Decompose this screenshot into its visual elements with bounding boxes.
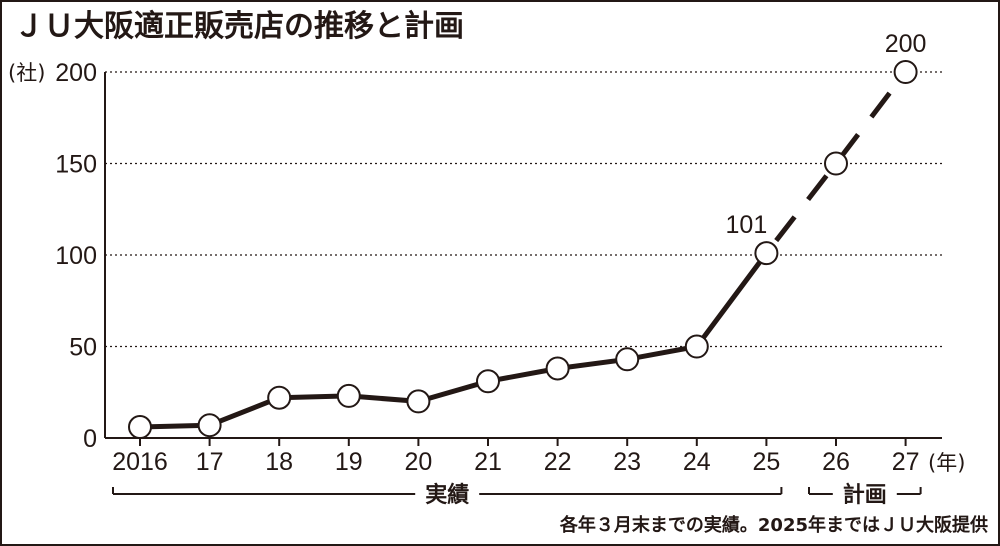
data-point [545,356,570,381]
y-tick-label: 150 [55,151,97,179]
chart-title: ＪＵ大阪適正販売店の推移と計画 [14,9,464,44]
x-tick-label: 17 [196,448,224,476]
data-label: 200 [885,30,927,58]
data-point [824,151,848,176]
actual-line [139,251,769,430]
x-tick-label: 19 [335,448,363,476]
x-tick-label: 20 [404,448,432,476]
data-point [684,334,709,359]
x-tick-label: 2016 [112,448,168,476]
x-tick-label: 22 [544,448,572,476]
x-tick-label: 26 [822,448,850,476]
data-point [615,347,640,372]
y-unit-label: (社) [8,61,45,85]
data-point [128,415,152,440]
bracket-label: 計画 [843,482,887,508]
y-tick-label: 200 [55,59,97,87]
plan-line [764,70,908,255]
data-point [197,413,222,438]
y-tick-label: 0 [83,425,97,453]
x-tick-label: 21 [474,448,502,476]
x-unit-label: (年) [928,451,965,475]
x-tick-label: 24 [683,448,711,476]
x-tick-label: 25 [752,448,780,476]
x-tick-label: 18 [265,448,293,476]
data-point [754,241,779,266]
data-point [406,389,431,414]
x-tick-label: 27 [892,448,920,476]
footnote: 各年３月末までの実績。2025年まではＪＵ大阪提供 [559,514,988,536]
data-point [893,60,918,84]
y-tick-label: 50 [69,334,97,362]
x-tick-label: 23 [613,448,641,476]
bracket-label: 実績 [425,482,469,508]
data-point [267,385,292,410]
y-tick-label: 100 [55,242,97,270]
data-label: 101 [726,211,768,239]
data-point [476,369,500,394]
data-point [336,383,361,408]
